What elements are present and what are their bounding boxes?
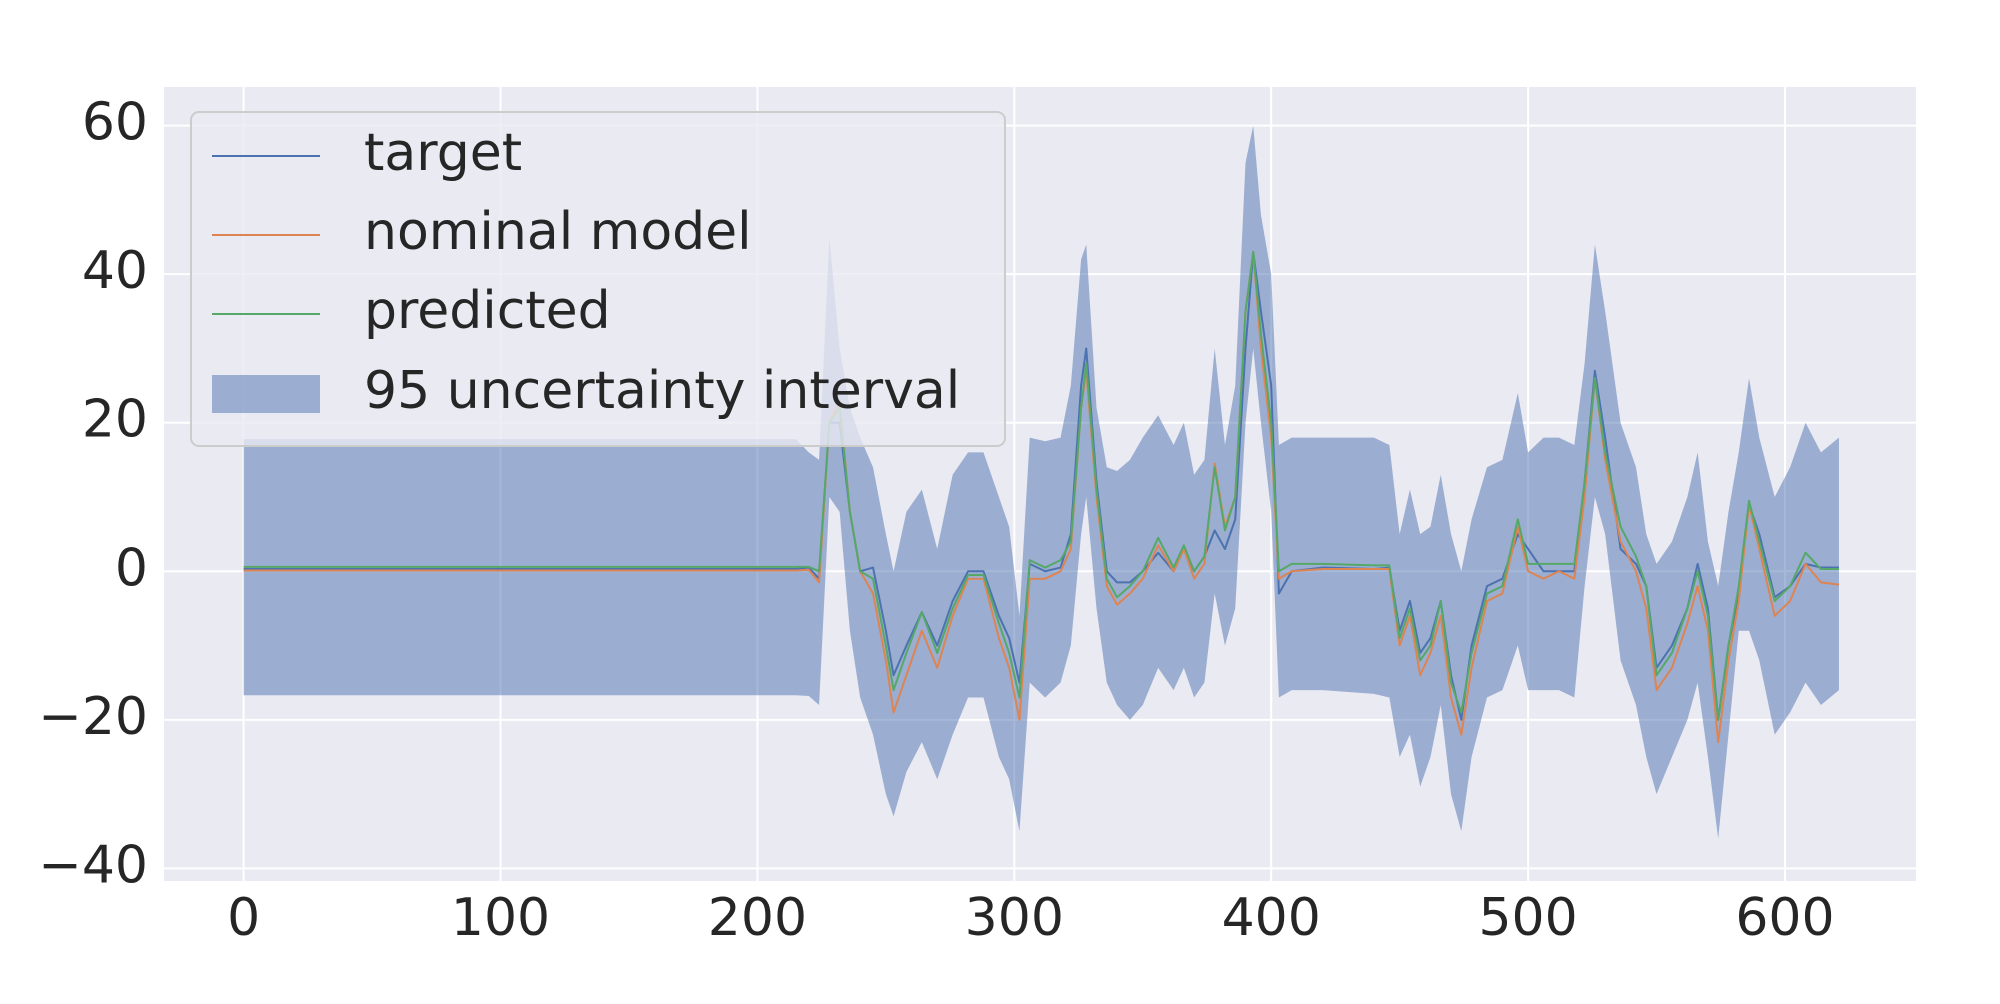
- y-tick-label: −40: [38, 835, 148, 895]
- legend-swatch: [212, 375, 320, 413]
- x-tick-label: 300: [965, 888, 1064, 948]
- y-tick-label: 60: [82, 93, 148, 153]
- x-tick-label: 200: [708, 888, 807, 948]
- series-line: [243, 250, 1840, 744]
- y-tick-label: 0: [115, 538, 148, 598]
- legend: target nominal model predicted 95 uncertain…: [190, 111, 1006, 447]
- y-tick-label: −20: [38, 687, 148, 747]
- legend-label: predicted: [364, 281, 611, 341]
- legend-label: nominal model: [364, 202, 752, 262]
- legend-box: [190, 111, 1006, 447]
- x-tick-label: 400: [1222, 888, 1321, 948]
- x-tick-label: 100: [451, 888, 550, 948]
- marks: [243, 125, 1840, 839]
- x-tick-label: 500: [1478, 888, 1577, 948]
- x-tick-label: 600: [1735, 888, 1834, 948]
- series-line: [243, 250, 1839, 721]
- y-tick-label: 40: [82, 241, 148, 301]
- y-tick-label: 20: [82, 390, 148, 450]
- x-tick-label: 0: [227, 888, 260, 948]
- legend-label: 95 uncertainty interval: [364, 361, 960, 421]
- legend-label: target: [364, 123, 522, 183]
- series-line: [243, 250, 1839, 721]
- uncertainty-band: [243, 125, 1839, 839]
